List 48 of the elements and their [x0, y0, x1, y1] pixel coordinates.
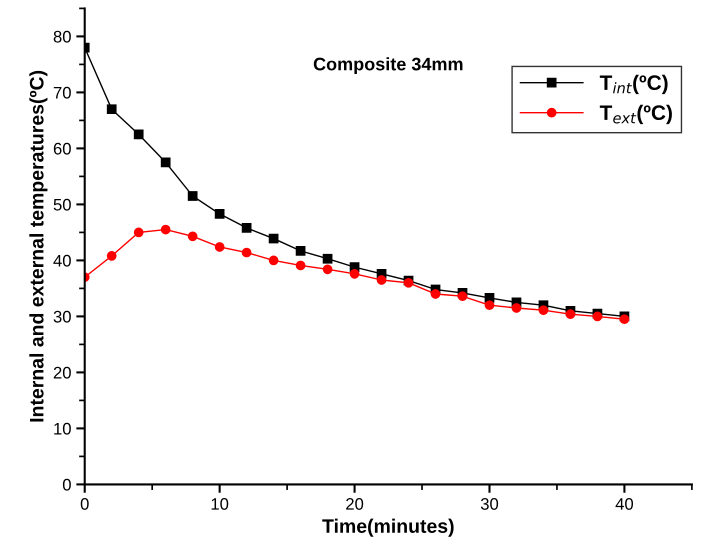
- y-axis-title: Internal and external temperatures(ºC): [29, 70, 48, 422]
- point: [512, 303, 522, 313]
- legend-label: T$_{ext}$(ºC): [600, 104, 672, 124]
- point: [214, 242, 225, 252]
- point: [268, 256, 278, 266]
- y-tick-label: 10: [54, 422, 71, 435]
- text: Composite 34mm: [314, 57, 462, 74]
- point: [242, 248, 252, 258]
- x-tick-label: 40: [616, 498, 634, 510]
- point: [214, 209, 225, 219]
- y-tick-label: 70: [54, 86, 71, 99]
- y-tick-label: 30: [54, 310, 71, 323]
- point: [160, 224, 171, 234]
- point: [296, 246, 306, 256]
- x-axis-title: Time(minutes): [322, 518, 454, 537]
- point: [242, 223, 252, 233]
- y-tick-label: 60: [54, 142, 71, 155]
- point: [458, 291, 468, 302]
- x-tick-label: 30: [480, 498, 498, 510]
- y-tick-label: 40: [53, 254, 71, 267]
- point: [376, 275, 386, 285]
- point: [188, 191, 198, 201]
- y-tick-label: 0: [62, 478, 71, 491]
- point: [592, 312, 602, 322]
- y-tick-label: 80: [54, 30, 71, 43]
- point: [404, 278, 414, 288]
- x-tick-label: 0: [80, 498, 89, 510]
- point: [430, 289, 440, 299]
- point: [538, 305, 548, 316]
- point: [160, 158, 171, 168]
- point: [322, 264, 332, 274]
- y-tick-label: 20: [54, 366, 71, 379]
- point: [322, 254, 332, 264]
- legend-label: T$_{int}$(ºC): [600, 74, 668, 94]
- point: [268, 234, 278, 244]
- point: [566, 309, 576, 320]
- point: [296, 260, 306, 270]
- point: [106, 251, 117, 261]
- point: [134, 130, 144, 140]
- x-tick-label: 10: [212, 498, 228, 510]
- point: [350, 268, 360, 279]
- x-tick-label: 20: [346, 498, 364, 510]
- point: [620, 314, 630, 324]
- point: [106, 104, 117, 114]
- y-tick-label: 50: [54, 198, 71, 211]
- point: [188, 231, 198, 242]
- point: [134, 228, 144, 238]
- point: [484, 300, 494, 310]
